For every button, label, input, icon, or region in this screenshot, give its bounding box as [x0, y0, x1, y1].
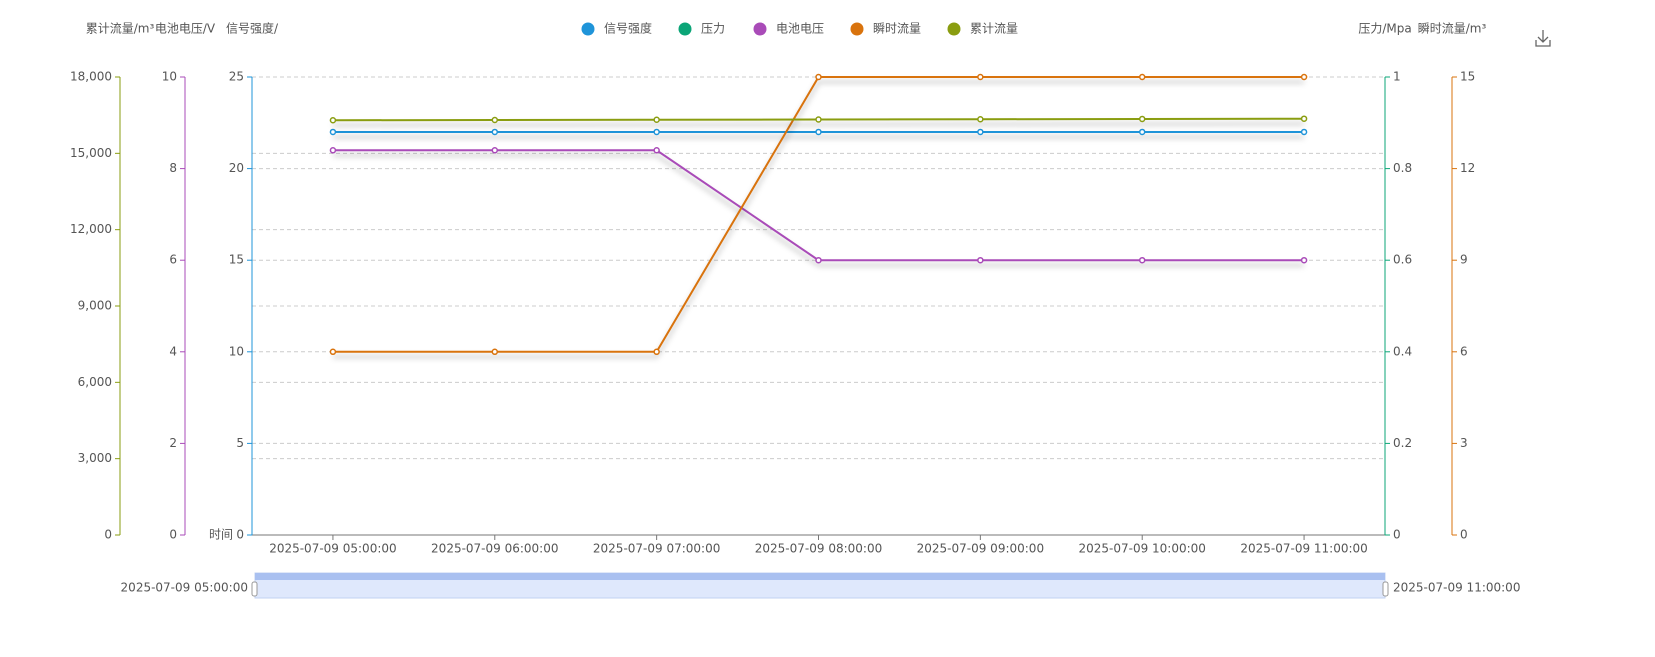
y-tick-label: 6 — [1460, 344, 1468, 358]
y-tick-label: 25 — [229, 70, 244, 84]
y-tick-label: 0 — [169, 528, 177, 542]
data-point — [329, 348, 337, 356]
y-axis-title: 电池电压/V — [155, 22, 216, 36]
y-tick-label: 0 — [236, 528, 244, 542]
legend-marker — [678, 22, 692, 36]
data-point — [977, 73, 984, 81]
y-axis-title: 累计流量/m³ — [86, 22, 155, 36]
y-tick-label: 8 — [169, 161, 177, 175]
y-tick-label: 3 — [1460, 436, 1468, 450]
x-tick-label: 2025-07-09 11:00:00 — [1240, 542, 1367, 556]
legend-label: 压力 — [701, 22, 725, 36]
zoom-handle-left[interactable] — [251, 581, 258, 597]
y-tick-label: 10 — [162, 70, 177, 84]
download-button[interactable] — [1535, 30, 1551, 47]
y-tick-label: 3,000 — [78, 451, 112, 465]
x-tick-label: 2025-07-09 06:00:00 — [431, 542, 558, 556]
x-tick-label: 2025-07-09 05:00:00 — [269, 542, 396, 556]
y-tick-label: 0.6 — [1393, 253, 1412, 267]
legend-marker — [753, 22, 767, 36]
data-point — [1300, 128, 1308, 136]
y-tick-label: 15,000 — [70, 146, 112, 160]
data-point — [1138, 128, 1146, 136]
data-point — [977, 128, 984, 136]
data-point — [329, 147, 337, 154]
y-tick-label: 9 — [1460, 253, 1468, 267]
y-tick-label: 15 — [229, 253, 244, 267]
y-tick-label: 18,000 — [70, 70, 112, 84]
y-tick-label: 0 — [1393, 528, 1401, 542]
data-point — [653, 348, 660, 356]
data-point — [815, 128, 822, 136]
data-point — [1300, 73, 1308, 81]
y-tick-label: 0.2 — [1393, 436, 1412, 450]
y-axis-title: 瞬时流量/m³ — [1418, 22, 1487, 36]
data-point — [653, 147, 660, 154]
data-point — [653, 116, 660, 123]
y-tick-label: 20 — [229, 161, 244, 175]
x-axis-title: 时间 — [209, 528, 233, 542]
legend-marker — [947, 22, 961, 36]
data-point — [491, 128, 499, 136]
y-tick-label: 12,000 — [70, 222, 112, 236]
y-tick-label: 2 — [169, 436, 177, 450]
data-point — [815, 73, 822, 81]
y-axis-title: 信号强度/ — [226, 21, 279, 36]
zoom-handle-bar[interactable] — [255, 573, 1385, 580]
data-point — [329, 128, 337, 136]
data-point — [977, 115, 984, 123]
data-point — [1300, 115, 1308, 122]
y-tick-label: 9,000 — [78, 299, 112, 313]
data-point — [1138, 256, 1146, 264]
y-tick-label: 1 — [1393, 70, 1401, 84]
data-point — [815, 256, 822, 264]
data-point — [977, 256, 984, 264]
y-tick-label: 10 — [229, 344, 244, 358]
legend-label: 电池电压 — [776, 22, 824, 36]
legend-label: 信号强度 — [604, 21, 652, 36]
x-tick-label: 2025-07-09 07:00:00 — [593, 542, 720, 556]
y-tick-label: 0 — [104, 528, 112, 542]
legend-marker — [850, 22, 864, 36]
data-point — [491, 348, 499, 356]
y-tick-label: 4 — [169, 344, 177, 358]
data-point — [329, 117, 337, 124]
y-tick-label: 12 — [1460, 161, 1475, 175]
zoom-end-label: 2025-07-09 11:00:00 — [1393, 581, 1520, 595]
y-tick-label: 0 — [1460, 528, 1468, 542]
zoom-start-label: 2025-07-09 05:00:00 — [121, 581, 248, 595]
y-tick-label: 0.8 — [1393, 161, 1412, 175]
data-point — [1138, 73, 1146, 81]
x-tick-label: 2025-07-09 09:00:00 — [917, 542, 1044, 556]
legend-marker — [581, 22, 595, 36]
y-tick-label: 6 — [169, 253, 177, 267]
data-point — [1300, 256, 1308, 264]
y-tick-label: 15 — [1460, 70, 1475, 84]
data-point — [491, 116, 499, 124]
x-tick-label: 2025-07-09 08:00:00 — [755, 542, 882, 556]
data-point — [491, 147, 499, 154]
y-tick-label: 6,000 — [78, 375, 112, 389]
series-line — [332, 149, 1305, 262]
data-point — [815, 116, 822, 123]
legend-label: 瞬时流量 — [873, 22, 921, 36]
legend-label: 累计流量 — [970, 22, 1018, 36]
y-tick-label: 5 — [236, 436, 244, 450]
data-point — [653, 128, 660, 136]
zoom-handle-right[interactable] — [1382, 581, 1389, 597]
x-tick-label: 2025-07-09 10:00:00 — [1078, 542, 1205, 556]
data-point — [1138, 115, 1146, 123]
y-tick-label: 0.4 — [1393, 344, 1412, 358]
y-axis-title: 压力/Mpa — [1358, 22, 1411, 36]
